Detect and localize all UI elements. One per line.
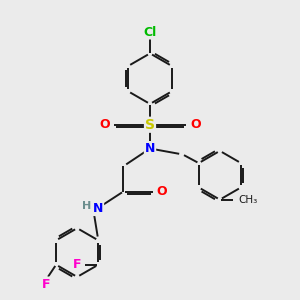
Text: O: O — [99, 118, 110, 131]
Text: F: F — [42, 278, 51, 290]
Text: S: S — [145, 118, 155, 132]
Text: Cl: Cl — [143, 26, 157, 38]
Text: O: O — [157, 185, 167, 198]
Text: F: F — [73, 258, 81, 271]
Text: N: N — [93, 202, 103, 215]
Text: CH₃: CH₃ — [238, 195, 257, 205]
Text: H: H — [82, 201, 91, 211]
Text: O: O — [190, 118, 201, 131]
Text: N: N — [145, 142, 155, 155]
